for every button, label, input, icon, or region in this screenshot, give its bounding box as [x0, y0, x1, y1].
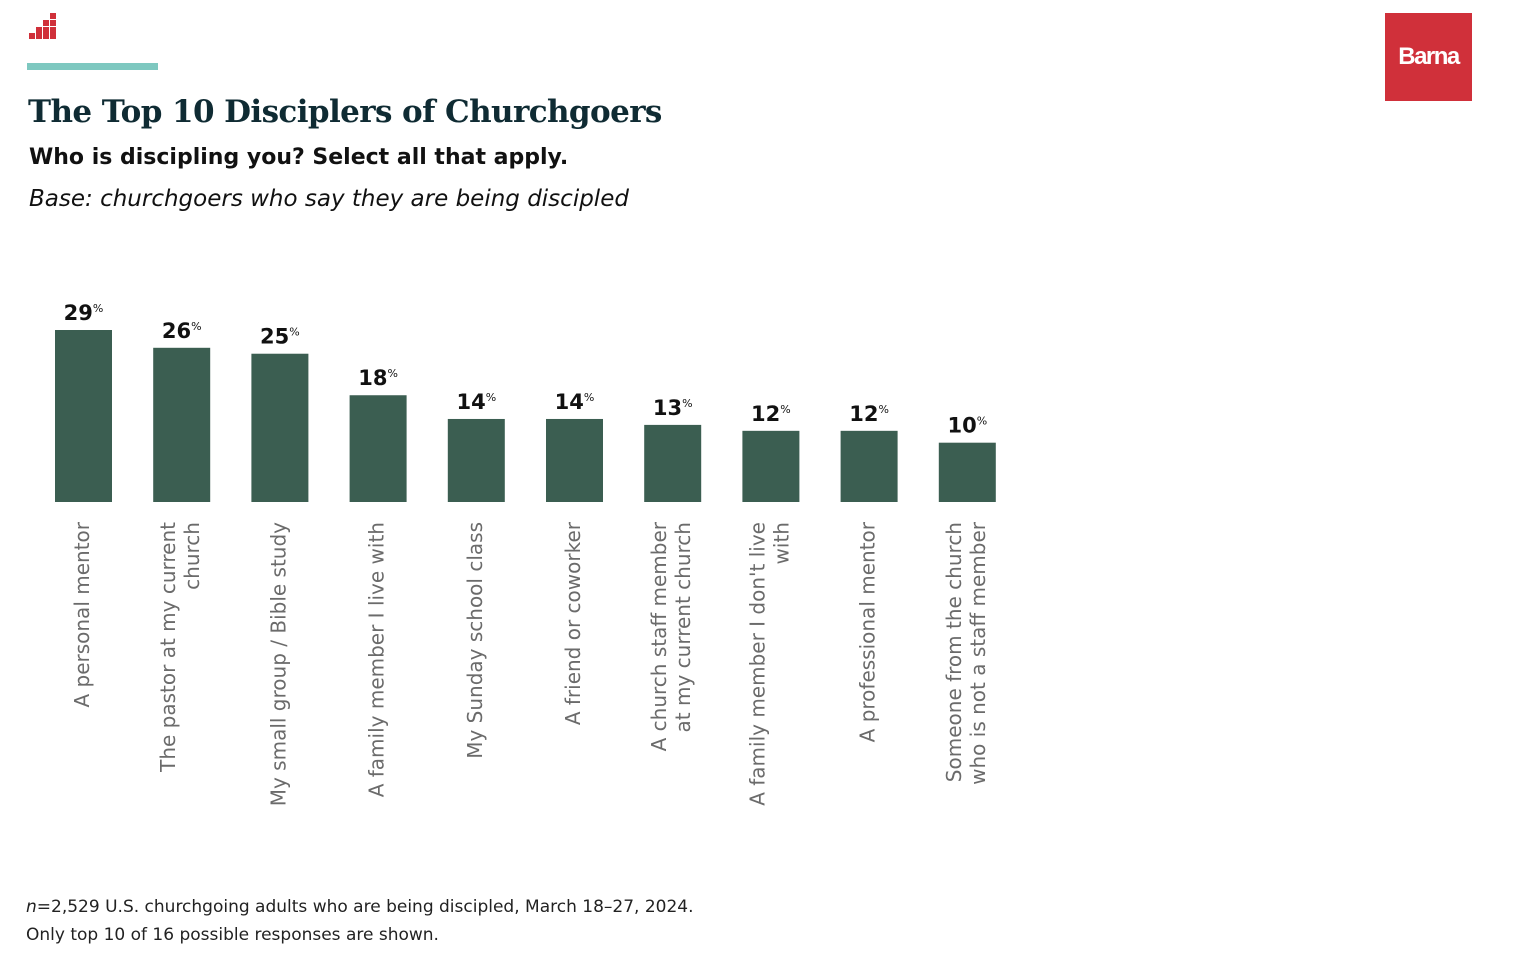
bar	[55, 330, 112, 502]
category-label: Someone from the church	[942, 522, 966, 782]
category-label: A family member I live with	[365, 522, 389, 797]
bar	[546, 418, 603, 502]
bar	[840, 430, 898, 502]
category-label: A professional mentor	[856, 521, 880, 742]
category-label: My small group / Bible study	[266, 522, 290, 806]
bar-chart: 29% A personal mentor 26% The pastor at my …	[55, 301, 996, 806]
footnote-sample: n=2,529 U.S. churchgoing adults who are …	[26, 893, 694, 921]
bar-value-label: 10%	[947, 414, 987, 438]
category-label: The pastor at my current	[156, 522, 180, 773]
footnote-sample-text: =2,529 U.S. churchgoing adults who are b…	[36, 897, 694, 917]
chart-title: The Top 10 Disciplers of Churchgoers	[28, 94, 662, 130]
bar	[644, 424, 702, 502]
bar-value-label: 14%	[555, 390, 595, 414]
category-label: with	[769, 522, 793, 564]
bar	[251, 353, 309, 502]
bar-value-label: 12%	[849, 402, 889, 426]
category-label: A church staff member	[647, 521, 671, 751]
footnote-n: n	[26, 897, 37, 917]
category-label: at my current church	[671, 522, 695, 732]
footnote: n=2,529 U.S. churchgoing adults who are …	[26, 893, 694, 949]
bar	[742, 430, 800, 502]
barna-logo: Barna	[1385, 13, 1472, 101]
category-label: who is not a staff member	[966, 521, 990, 785]
bar-value-label: 14%	[456, 390, 496, 414]
survey-question: Who is discipling you? Select all that a…	[29, 145, 569, 170]
category-label: A friend or coworker	[561, 521, 585, 725]
bar	[349, 395, 407, 502]
bar-value-label: 26%	[162, 319, 202, 343]
category-label: My Sunday school class	[463, 522, 487, 759]
bar-value-label: 25%	[260, 325, 300, 349]
bar	[938, 442, 996, 502]
category-label: A personal mentor	[70, 521, 94, 707]
footnote-responses: Only top 10 of 16 possible responses are…	[26, 925, 439, 945]
accent-divider	[27, 63, 158, 70]
category-label: church	[180, 522, 204, 590]
bar-value-label: 12%	[751, 402, 791, 426]
bar-value-label: 29%	[64, 301, 104, 325]
barna-logo-text: Barna	[1398, 43, 1460, 70]
category-label: A family member I don't live	[745, 522, 769, 806]
bar-value-label: 18%	[358, 366, 398, 390]
bar	[447, 418, 505, 502]
bar-value-label: 13%	[653, 396, 693, 420]
base-note: Base: churchgoers who say they are being…	[29, 186, 629, 212]
bar	[153, 347, 211, 502]
